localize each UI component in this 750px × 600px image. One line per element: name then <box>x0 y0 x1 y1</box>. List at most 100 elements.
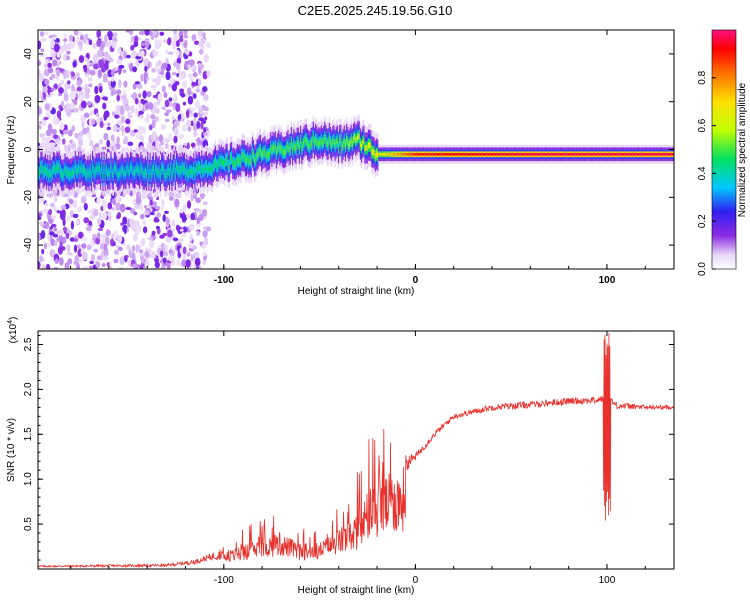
heatmap-ridge-cell <box>632 153 634 156</box>
heatmap-ridge-cell <box>128 169 131 176</box>
heatmap-noise-cell <box>202 32 206 37</box>
heatmap-noise-cell <box>161 264 166 269</box>
heatmap-noise-cell <box>144 205 148 209</box>
heatmap-noise-cell <box>181 214 188 222</box>
heatmap-ridge-cell <box>85 171 87 178</box>
heatmap-ridge-cell <box>225 156 227 163</box>
heatmap-ridge-cell <box>373 150 375 156</box>
heatmap-ridge-cell <box>218 157 220 164</box>
heatmap-noise-cell <box>69 102 75 110</box>
heatmap-ridge-cell <box>120 167 123 174</box>
heatmap-ridge-cell <box>492 153 494 156</box>
heatmap-noise-cell <box>39 255 44 263</box>
heatmap-noise-cell <box>71 84 76 94</box>
heatmap-noise-cell <box>107 80 111 87</box>
heatmap-noise-cell <box>194 99 200 109</box>
heatmap-ridge-cell <box>356 135 358 142</box>
heatmap-ridge-cell <box>425 153 427 156</box>
heatmap-ridge-cell <box>101 164 103 171</box>
heatmap-ridge-cell <box>444 153 447 156</box>
heatmap-ridge-cell <box>573 153 575 156</box>
heatmap-noise-cell <box>53 134 59 139</box>
heatmap-ridge-cell <box>550 153 552 156</box>
heatmap-noise-cell <box>166 262 171 269</box>
heatmap-ridge-cell <box>431 153 433 156</box>
heatmap-ridge-cell <box>420 153 422 156</box>
heatmap-ridge-cell <box>124 169 126 176</box>
heatmap-ridge-cell <box>238 158 240 165</box>
heatmap-noise-cell <box>155 107 160 114</box>
heatmap-noise-cell <box>87 131 92 140</box>
heatmap-ridge-cell <box>644 153 647 156</box>
heatmap-ridge-cell <box>259 147 262 154</box>
heatmap-ridge-cell <box>501 153 503 156</box>
heatmap-noise-cell <box>192 117 197 125</box>
heatmap-noise-cell <box>50 215 56 220</box>
heatmap-ridge-cell <box>496 153 498 156</box>
heatmap-noise-cell <box>106 126 111 131</box>
heatmap-noise-cell <box>194 257 201 267</box>
heatmap-noise-cell <box>101 96 108 101</box>
heatmap-noise-cell <box>77 231 84 239</box>
heatmap-ridge-cell <box>587 153 589 156</box>
heatmap-ridge-cell <box>589 153 591 156</box>
heatmap-ridge-cell <box>303 138 305 145</box>
heatmap-noise-cell <box>190 142 196 148</box>
snr-x-tick-label: -100 <box>214 575 234 586</box>
heatmap-ridge-cell <box>607 153 609 156</box>
heatmap-noise-cell <box>203 237 209 246</box>
heatmap-ridge-cell <box>417 153 419 156</box>
heatmap-noise-cell <box>44 103 50 111</box>
heatmap-ridge-cell <box>461 153 463 156</box>
heatmap-ridge-cell <box>103 164 105 171</box>
heatmap-noise-cell <box>38 212 42 217</box>
heatmap-ridge-cell <box>267 152 270 158</box>
heatmap-ridge-cell <box>465 153 467 156</box>
heatmap-ridge-cell <box>563 153 565 156</box>
heatmap-noise-cell <box>173 120 180 127</box>
heatmap-ridge-cell <box>333 137 335 144</box>
heatmap-noise-cell <box>165 218 171 225</box>
heatmap-noise-cell <box>118 64 125 69</box>
heatmap-noise-cell <box>64 82 69 90</box>
heatmap-noise-cell <box>200 193 205 200</box>
heatmap-ridge-cell <box>390 153 393 156</box>
heatmap-noise-cell <box>185 119 192 127</box>
heatmap-noise-cell <box>201 243 207 249</box>
heatmap-ridge-cell <box>208 166 210 173</box>
heatmap-ridge-cell <box>134 169 136 176</box>
heatmap-noise-cell <box>130 45 135 51</box>
heatmap-ridge-cell <box>566 153 568 156</box>
heatmap-ridge-cell <box>258 148 260 155</box>
heatmap-noise-cell <box>42 208 49 214</box>
heatmap-noise-cell <box>133 211 138 216</box>
heatmap-ridge-cell <box>579 153 581 156</box>
heatmap-noise-cell <box>80 91 85 96</box>
heatmap-ridge-cell <box>515 153 517 156</box>
heatmap-ridge-cell <box>270 144 272 151</box>
heatmap-ridge-cell <box>418 153 420 156</box>
heatmap-ridge-cell <box>65 169 67 176</box>
heatmap-noise-cell <box>198 41 204 48</box>
heatmap-ridge-cell <box>449 153 451 156</box>
heatmap-noise-cell <box>185 109 190 119</box>
heatmap-noise-cell <box>138 110 144 115</box>
colorbar-ticks: 0.0 0.2 0.4 0.6 0.8 <box>697 70 716 276</box>
heatmap-noise-cell <box>105 236 110 246</box>
heatmap-ridge-cell <box>567 153 570 156</box>
heatmap-ridge-cell <box>388 153 390 156</box>
heatmap-ridge-cell <box>263 149 265 156</box>
heatmap-noise-cell <box>78 55 85 63</box>
heatmap-ridge-cell <box>493 153 495 156</box>
heatmap-noise-cell <box>89 265 93 269</box>
heatmap-noise-cell <box>180 92 186 98</box>
heatmap-ridge-cell <box>220 157 223 164</box>
heatmap-ridge-cell <box>174 171 177 178</box>
heatmap-noise-cell <box>203 226 207 230</box>
heatmap-noise-cell <box>188 51 193 57</box>
heatmap-noise-cell <box>117 119 123 127</box>
heatmap-noise-cell <box>162 232 168 237</box>
heatmap-ridge-cell <box>480 153 482 156</box>
heatmap-ridge-cell <box>395 153 397 156</box>
snr-ticks: -100 0 100 0.5 1.0 1.5 2.0 2.5 <box>23 331 674 586</box>
